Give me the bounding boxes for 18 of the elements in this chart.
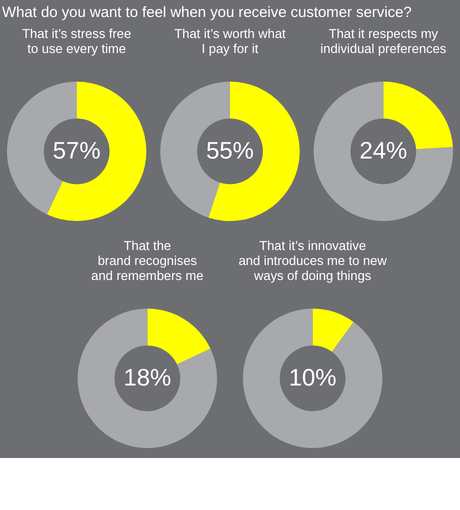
chart-title: That it’s stress free to use every time — [22, 26, 132, 56]
chart-title: That it respects my individual preferences — [320, 26, 446, 56]
chart-title: That the brand recognises and remembers me — [91, 238, 204, 283]
data-label: 55% — [206, 137, 254, 164]
data-label: 18% — [123, 364, 172, 392]
chart-title: That it’s innovative and introduces me to new ways of doing things — [238, 238, 388, 283]
donut-slice — [208, 82, 300, 221]
donut-slice — [147, 308, 210, 364]
donut-slice — [314, 82, 453, 221]
donut-slice — [78, 308, 217, 448]
data-label: 57% — [52, 137, 101, 164]
data-label: 24% — [359, 137, 408, 164]
donut-slice — [242, 308, 382, 448]
donut-slice — [312, 308, 354, 352]
chart-title: That it’s worth what I pay for it — [174, 26, 286, 56]
data-label: 10% — [288, 364, 337, 392]
donut-slice — [46, 82, 146, 221]
text: What do you want to feel when you receive customer service? — [2, 4, 412, 21]
